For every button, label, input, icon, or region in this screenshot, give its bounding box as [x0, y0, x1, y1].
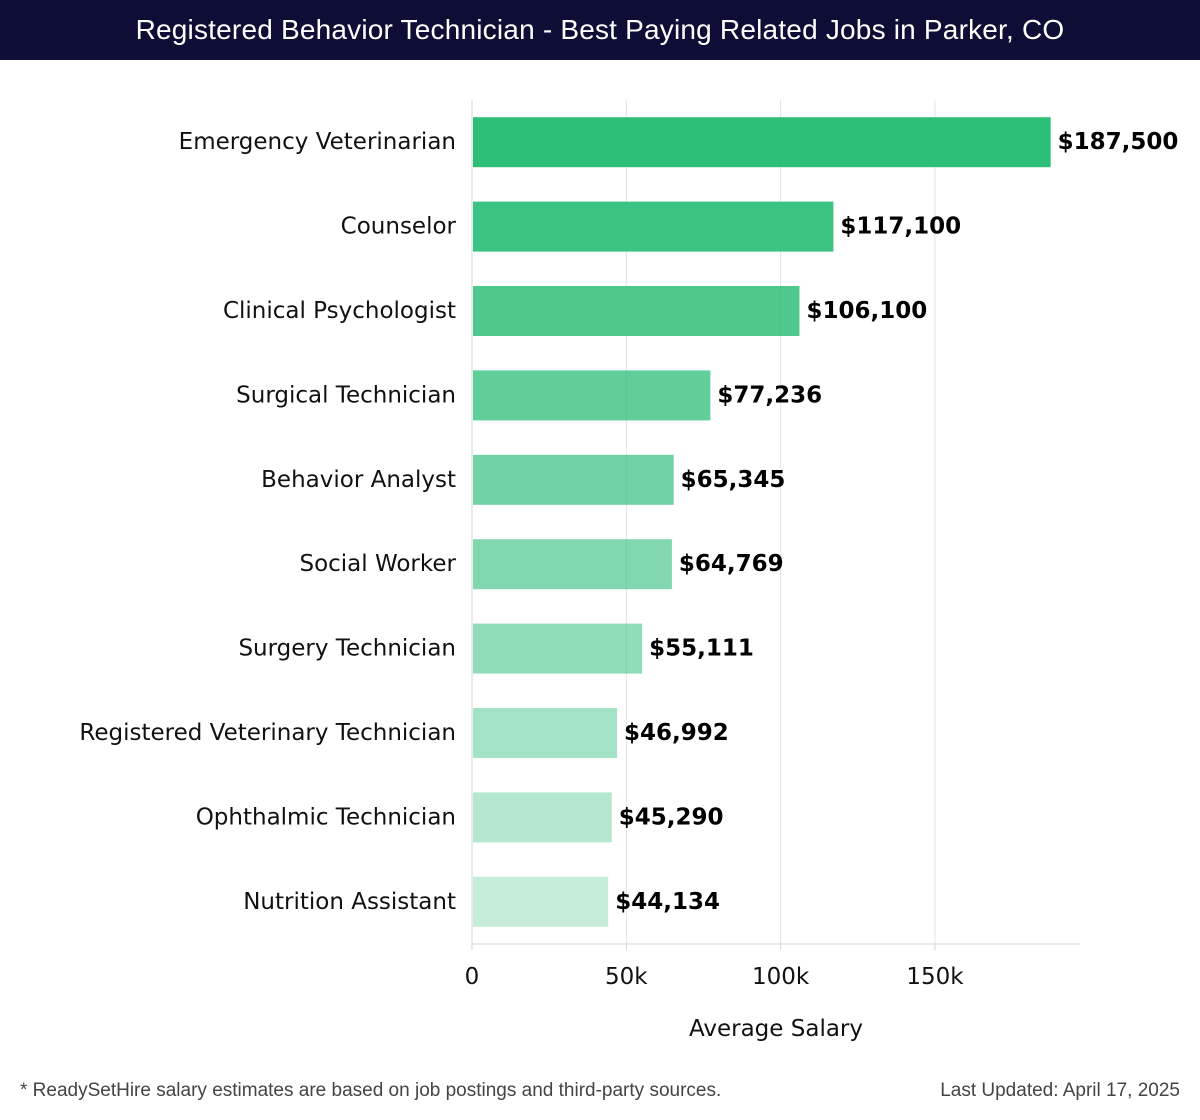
- last-updated: Last Updated: April 17, 2025: [940, 1080, 1180, 1101]
- category-label: Nutrition Assistant: [243, 889, 456, 915]
- value-label: $187,500: [1058, 129, 1179, 155]
- x-axis-title: Average Salary: [689, 1016, 863, 1042]
- bar: [473, 539, 672, 590]
- bar: [473, 286, 800, 336]
- value-label: $106,100: [806, 298, 927, 324]
- bar: [473, 201, 834, 252]
- chart-title: Registered Behavior Technician - Best Pa…: [135, 14, 1065, 45]
- category-label: Emergency Veterinarian: [179, 129, 456, 155]
- x-tick-label: 0: [465, 964, 480, 990]
- bar: [473, 708, 618, 758]
- value-label: $65,345: [681, 467, 786, 493]
- footnote: * ReadySetHire salary estimates are base…: [20, 1080, 722, 1101]
- bar: [473, 117, 1051, 168]
- value-label: $45,290: [619, 804, 724, 830]
- category-label: Counselor: [341, 214, 457, 240]
- x-tick-label: 100k: [752, 964, 810, 990]
- value-label: $44,134: [615, 889, 720, 915]
- category-label: Social Worker: [299, 551, 456, 577]
- salary-bar-chart: Emergency Veterinarian $187,500 Counselor $…: [79, 100, 1179, 1042]
- value-label: $117,100: [840, 214, 961, 240]
- x-tick-label: 150k: [906, 964, 964, 990]
- value-label: $64,769: [679, 551, 784, 577]
- bar: [473, 370, 711, 421]
- chart-title-bar: Registered Behavior Technician - Best Pa…: [0, 0, 1200, 60]
- category-label: Clinical Psychologist: [223, 298, 456, 324]
- category-label: Registered Veterinary Technician: [79, 720, 456, 746]
- bar: [473, 876, 609, 927]
- bar: [473, 623, 643, 674]
- x-tick-label: 50k: [605, 964, 648, 990]
- category-label: Surgical Technician: [236, 382, 456, 408]
- category-label: Behavior Analyst: [261, 467, 456, 493]
- value-label: $46,992: [624, 720, 729, 746]
- value-label: $77,236: [717, 382, 822, 408]
- bar: [473, 454, 674, 505]
- bar: [473, 792, 612, 843]
- category-label: Surgery Technician: [238, 636, 456, 662]
- value-label: $55,111: [649, 636, 754, 662]
- category-label: Ophthalmic Technician: [196, 804, 456, 830]
